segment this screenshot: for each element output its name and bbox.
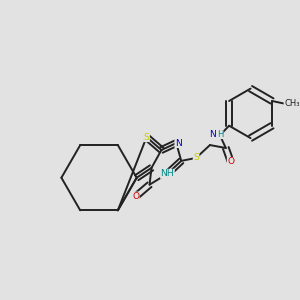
Text: O: O: [227, 158, 234, 166]
Text: CH₃: CH₃: [284, 99, 300, 108]
Text: N: N: [210, 130, 216, 139]
Text: H: H: [217, 130, 223, 139]
Text: N: N: [175, 139, 181, 148]
Text: NH: NH: [160, 169, 174, 178]
Text: S: S: [193, 153, 199, 162]
Text: O: O: [132, 192, 139, 201]
Text: S: S: [144, 133, 149, 142]
